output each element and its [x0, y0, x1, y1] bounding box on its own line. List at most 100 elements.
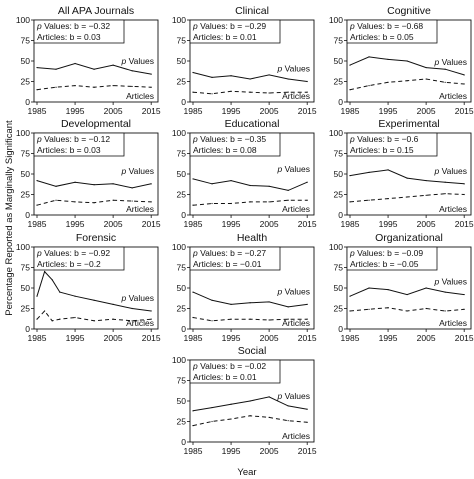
articles-point: [444, 310, 446, 312]
p-values-point: [287, 306, 289, 308]
articles-point: [93, 320, 95, 322]
y-tick-label: 75: [177, 149, 187, 159]
legend-frame: [33, 246, 125, 271]
y-tick-label: 50: [177, 283, 187, 293]
y-tick-label: 25: [177, 417, 187, 427]
legend-articles: Articles: b = 0.01: [193, 372, 257, 382]
p-values-point: [192, 410, 194, 412]
articles-point: [36, 204, 38, 206]
articles-point: [368, 308, 370, 310]
articles-point: [55, 86, 57, 88]
x-tick-label: 1985: [28, 106, 47, 116]
x-tick-label: 1985: [184, 106, 203, 116]
articles-point: [249, 318, 251, 320]
p-values-point: [249, 400, 251, 402]
panel-cognitive: Cognitive 0 25 50 75 100 1985 1995 2005 2015 p Val…: [329, 5, 474, 116]
y-axis-label: Percentage Reported as Marginally Signif…: [4, 120, 15, 316]
p-values-point: [368, 287, 370, 289]
series-p-values-line: [192, 72, 308, 82]
y-tick-label: 75: [21, 149, 31, 159]
p-values-point: [211, 299, 213, 301]
p-values-point: [150, 73, 152, 75]
x-tick-label: 2005: [260, 446, 279, 456]
p-values-point: [131, 70, 133, 72]
legend-frame: [33, 132, 125, 157]
articles-point: [287, 91, 289, 93]
x-tick-label: 1995: [222, 106, 241, 116]
p-values-point: [74, 181, 76, 183]
articles-point: [444, 81, 446, 83]
p-values-point: [287, 78, 289, 80]
y-tick-label: 25: [334, 190, 344, 200]
articles-point: [406, 196, 408, 198]
p-values-point: [112, 183, 114, 185]
x-tick-label: 2015: [455, 106, 474, 116]
p-values-point: [268, 74, 270, 76]
p-values-point: [463, 183, 465, 185]
x-tick-label: 2005: [260, 333, 279, 343]
x-tick-label: 1995: [222, 446, 241, 456]
p-values-point: [268, 301, 270, 303]
articles-point: [368, 85, 370, 87]
articles-point: [368, 199, 370, 201]
y-tick-label: 25: [177, 77, 187, 87]
articles-point: [463, 83, 465, 85]
p-values-point: [387, 289, 389, 291]
y-tick-label: 0: [25, 324, 30, 334]
articles-point: [306, 318, 308, 320]
legend-frame: [346, 246, 438, 271]
articles-point: [211, 202, 213, 205]
p-values-point: [306, 408, 308, 410]
legend-articles: Articles: b = 0.15: [350, 145, 414, 155]
x-tick-label: 2005: [417, 106, 436, 116]
p-values-point: [74, 62, 76, 65]
series-label-p-values: p Values: [277, 164, 310, 174]
p-values-point: [93, 299, 95, 301]
x-tick-label: 1985: [341, 219, 360, 229]
series-label-p-values: p Values: [121, 56, 154, 66]
panel-clinical: Clinical 0 25 50 75 100 1985 1995 2005 2015 p Valu…: [172, 5, 317, 116]
legend-p-values: p Values: b = −0.35: [192, 134, 266, 144]
series-articles-line: [192, 415, 308, 427]
y-tick-label: 50: [334, 169, 344, 179]
articles-point: [249, 415, 251, 417]
y-tick-label: 100: [329, 128, 343, 138]
x-tick-label: 1985: [28, 333, 47, 343]
y-tick-label: 100: [172, 355, 186, 365]
series-label-articles: Articles: [126, 318, 154, 328]
series-label-p-values: p Values: [277, 391, 310, 401]
articles-point: [444, 193, 446, 195]
articles-point: [36, 89, 38, 91]
legend-frame: [189, 359, 281, 384]
series-label-p-values: p Values: [434, 277, 467, 287]
series-label-articles: Articles: [439, 318, 467, 328]
legend-frame: [189, 19, 281, 44]
legend-p-values: p Values: b = −0.92: [36, 248, 110, 258]
p-values-point: [287, 189, 289, 191]
p-values-point: [59, 291, 61, 293]
legend-articles: Articles: b = 0.08: [193, 145, 257, 155]
series-label-p-values: p Values: [121, 293, 154, 303]
legend-p-values: p Values: b = −0.27: [192, 248, 266, 258]
x-tick-label: 2015: [298, 106, 317, 116]
articles-point: [425, 78, 427, 80]
y-tick-label: 75: [334, 263, 344, 273]
x-tick-label: 1995: [222, 333, 241, 343]
p-values-point: [150, 183, 152, 185]
p-values-point: [425, 287, 427, 289]
panel-title: All APA Journals: [58, 5, 134, 17]
legend-frame: [189, 132, 281, 157]
articles-point: [74, 201, 76, 203]
y-tick-label: 50: [21, 56, 31, 66]
p-values-point: [192, 71, 194, 74]
series-p-values-line: [192, 178, 308, 191]
panel-title: Health: [237, 232, 268, 244]
series-label-articles: Articles: [282, 204, 310, 214]
x-tick-label: 1995: [66, 219, 85, 229]
legend-frame: [33, 19, 125, 44]
y-tick-label: 100: [16, 128, 30, 138]
y-tick-label: 50: [177, 56, 187, 66]
